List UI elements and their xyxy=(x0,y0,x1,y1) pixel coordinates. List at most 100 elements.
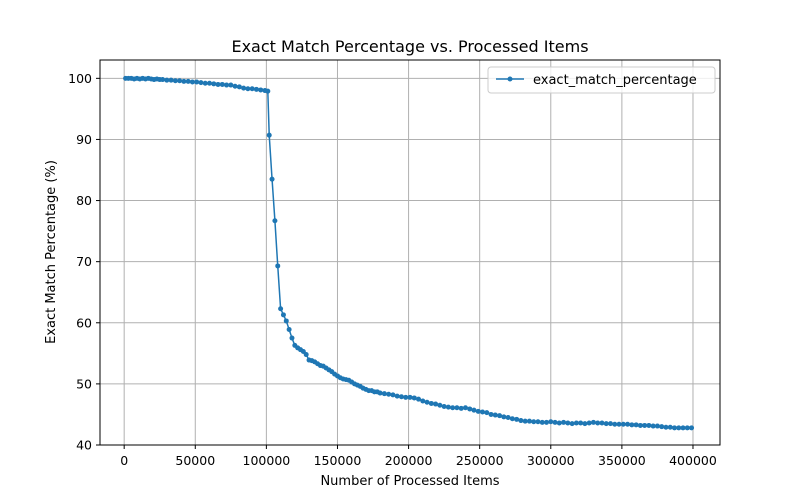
data-point xyxy=(509,416,515,422)
data-point xyxy=(211,81,217,87)
x-tick-label: 150000 xyxy=(314,453,362,468)
data-point xyxy=(625,421,631,427)
data-point xyxy=(548,419,554,425)
y-tick-label: 60 xyxy=(76,315,92,330)
data-point xyxy=(608,421,613,427)
data-point xyxy=(403,394,409,400)
data-point xyxy=(501,414,507,420)
data-point xyxy=(160,77,166,83)
chart-title: Exact Match Percentage vs. Processed Ite… xyxy=(231,37,588,56)
data-point xyxy=(582,421,588,427)
data-point xyxy=(215,81,221,87)
data-point xyxy=(241,85,247,91)
data-point xyxy=(637,422,643,428)
y-tick-label: 40 xyxy=(76,438,92,453)
legend-point-marker xyxy=(507,76,513,82)
y-tick-label: 80 xyxy=(76,193,92,208)
data-point xyxy=(497,413,503,419)
plot-area-frame xyxy=(99,59,721,446)
data-point xyxy=(514,416,520,422)
data-point xyxy=(194,79,200,85)
data-point xyxy=(518,418,524,424)
data-point xyxy=(462,405,468,411)
data-point xyxy=(441,404,447,409)
data-point xyxy=(258,87,264,93)
data-point xyxy=(458,405,464,411)
data-point xyxy=(269,176,275,182)
x-tick-label: 0 xyxy=(120,453,128,468)
data-point xyxy=(689,425,695,431)
data-point xyxy=(471,407,477,413)
data-point xyxy=(185,78,191,84)
data-point xyxy=(603,421,609,427)
legend-box xyxy=(487,66,716,94)
data-point xyxy=(433,401,439,407)
data-point xyxy=(522,418,528,424)
data-point xyxy=(654,423,660,429)
data-point xyxy=(526,418,532,424)
series-layer xyxy=(123,75,695,431)
data-point xyxy=(420,398,426,404)
data-point xyxy=(488,411,494,417)
data-point xyxy=(390,392,396,398)
x-axis-label: Number of Processed Items xyxy=(320,474,499,489)
y-tick-label: 50 xyxy=(76,376,92,391)
data-point xyxy=(249,86,255,92)
data-point xyxy=(586,420,592,426)
data-point xyxy=(266,132,272,138)
data-point xyxy=(565,420,571,426)
data-point xyxy=(202,80,208,86)
data-point xyxy=(480,409,486,415)
data-point xyxy=(198,80,204,86)
data-point xyxy=(377,390,383,396)
data-point xyxy=(612,421,618,427)
legend: exact_match_percentage xyxy=(487,66,716,94)
data-point xyxy=(424,399,430,405)
data-point xyxy=(168,77,174,83)
data-point xyxy=(590,419,596,425)
data-point xyxy=(445,404,451,410)
data-point xyxy=(642,422,648,428)
data-point xyxy=(505,415,511,420)
data-point xyxy=(484,410,490,416)
data-point xyxy=(177,78,183,84)
data-point xyxy=(189,79,195,85)
data-point xyxy=(676,425,682,431)
data-point xyxy=(629,422,635,428)
legend-label: exact_match_percentage xyxy=(533,73,697,88)
data-point xyxy=(544,419,550,425)
x-tick-label: 300000 xyxy=(527,453,575,468)
data-point xyxy=(475,408,481,414)
data-point xyxy=(394,393,400,399)
data-point xyxy=(172,78,178,84)
data-point xyxy=(164,77,170,83)
data-point xyxy=(659,424,665,430)
x-tick-label: 200000 xyxy=(385,453,433,468)
data-point xyxy=(275,263,281,269)
data-point xyxy=(289,335,295,341)
data-point xyxy=(219,81,225,87)
data-point xyxy=(381,391,387,397)
data-point xyxy=(539,419,545,425)
data-point xyxy=(416,396,422,402)
data-point xyxy=(561,419,567,425)
x-tick-label: 50000 xyxy=(175,453,215,468)
data-point xyxy=(437,402,443,408)
data-point xyxy=(450,405,456,411)
x-tick-label: 400000 xyxy=(669,453,717,468)
data-point xyxy=(620,421,626,427)
data-point xyxy=(245,86,251,92)
data-point xyxy=(232,83,238,89)
data-point xyxy=(228,82,234,88)
data-point xyxy=(280,312,286,318)
data-point xyxy=(407,394,413,400)
data-point xyxy=(181,78,187,84)
data-point xyxy=(207,80,212,86)
data-point xyxy=(253,86,259,92)
data-point xyxy=(616,421,622,427)
data-point xyxy=(633,422,639,428)
data-point xyxy=(224,82,230,88)
data-point xyxy=(556,420,562,426)
